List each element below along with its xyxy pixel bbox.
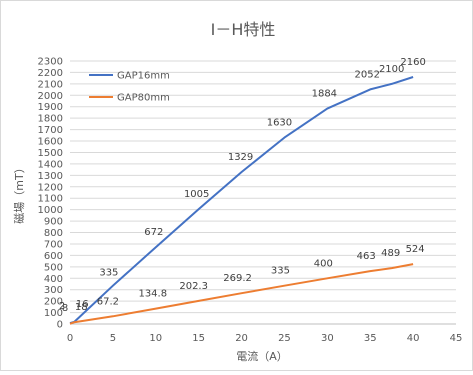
y-tick-label: 1200 [38,182,63,193]
y-tick-label: 200 [44,297,63,308]
y-tick-label: 1800 [38,114,63,125]
data-label: 335 [271,266,290,277]
x-axis-title: 電流（A） [236,349,288,363]
series-line-gap80mm [69,263,414,325]
data-label: 2160 [400,57,425,68]
y-tick-label: 300 [44,285,63,296]
y-tick-label: 800 [44,228,63,239]
data-label: 489 [381,248,400,259]
legend-label: GAP80mm [117,93,170,104]
chart-title: I－H特性 [211,20,276,39]
data-label: 400 [314,258,333,269]
legend: GAP16mm GAP80mm [89,71,170,104]
data-label: 1884 [312,89,337,100]
data-label: 18 [75,302,88,313]
data-label: 134.8 [138,289,167,300]
y-tick-label: 1600 [38,137,63,148]
x-tick-label: 15 [192,333,205,344]
data-label: 16 [76,299,89,310]
x-tick-label: 30 [321,333,334,344]
data-label: 672 [144,227,163,238]
data-label: 1329 [228,152,253,163]
series-line-gap16mm [69,76,414,325]
data-label: 8 [62,303,68,314]
data-label: 269.2 [223,273,252,284]
y-tick-label: 2300 [38,57,63,68]
y-tick-label: 1000 [38,205,63,216]
y-tick-label: 1400 [38,159,63,170]
series-lines [69,76,414,325]
y-tick-label: 1900 [38,102,63,113]
y-tick-label: 600 [44,251,63,262]
y-tick-label: 0 [57,320,63,331]
y-tick-label: 500 [44,262,63,273]
grid-lines [70,60,456,314]
y-tick-label: 900 [44,217,63,228]
legend-label: GAP16mm [117,71,170,82]
y-tick-label: 100 [44,308,63,319]
x-tick-label: 25 [278,333,291,344]
x-tick-label: 40 [407,333,420,344]
y-tick-label: 1300 [38,171,63,182]
y-tick-label: 2100 [38,79,63,90]
axes: 0100200300400500600700800900100011001200… [38,57,463,345]
data-label: 1005 [184,189,209,200]
x-tick-label: 20 [235,333,248,344]
data-label: 335 [99,268,118,279]
y-tick-label: 2000 [38,91,63,102]
y-tick-label: 1700 [38,125,63,136]
y-tick-label: 400 [44,274,63,285]
y-tick-label: 1100 [38,194,63,205]
data-label: 2100 [379,64,404,75]
y-tick-label: 2200 [38,68,63,79]
data-label: 2 [59,301,65,312]
x-tick-label: 35 [364,333,377,344]
x-tick-label: 0 [67,333,73,344]
y-tick-label: 1500 [38,148,63,159]
data-label: 1630 [267,118,292,129]
data-label: 2052 [354,69,379,80]
y-tick-label: 700 [44,239,63,250]
data-label: 202.3 [179,281,208,292]
x-tick-label: 45 [450,333,463,344]
x-tick-label: 5 [110,333,116,344]
x-tick-label: 10 [149,333,162,344]
y-axis-title: 磁場（mT） [13,162,26,223]
data-label: 463 [357,251,376,262]
data-label: 67.2 [97,296,119,307]
data-label: 524 [406,244,425,255]
